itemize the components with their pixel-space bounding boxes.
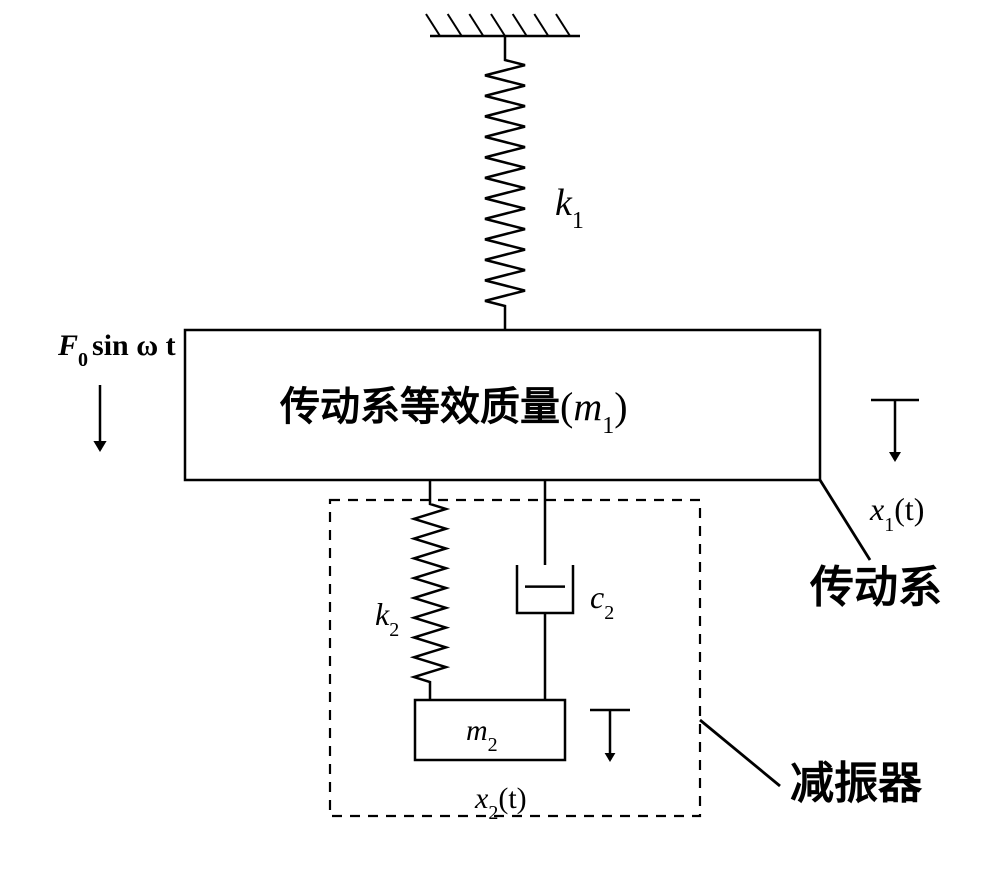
callout-absorber-label: 减振器 xyxy=(790,759,923,808)
callout-driveline-label: 传动系 xyxy=(809,563,942,612)
diagram-canvas: k1传动系等效质量(m1)F0sin ω tx1(t)传动系k2c2m2x2(t… xyxy=(0,0,1000,876)
